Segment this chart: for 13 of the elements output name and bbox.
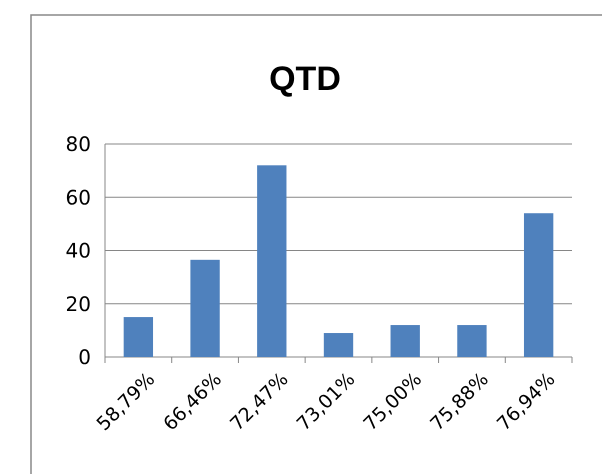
bar	[390, 325, 420, 357]
y-tick-label: 20	[66, 292, 91, 316]
bar	[524, 213, 554, 357]
y-tick-label: 0	[78, 345, 91, 369]
bar	[257, 165, 286, 357]
bar	[457, 325, 487, 357]
bar	[124, 317, 154, 357]
bar	[324, 333, 354, 357]
chart-title: QTD	[269, 60, 341, 98]
y-tick-label: 40	[66, 238, 91, 262]
y-tick-label: 60	[66, 185, 91, 210]
bar	[190, 260, 220, 357]
y-tick-label: 80	[66, 132, 91, 156]
